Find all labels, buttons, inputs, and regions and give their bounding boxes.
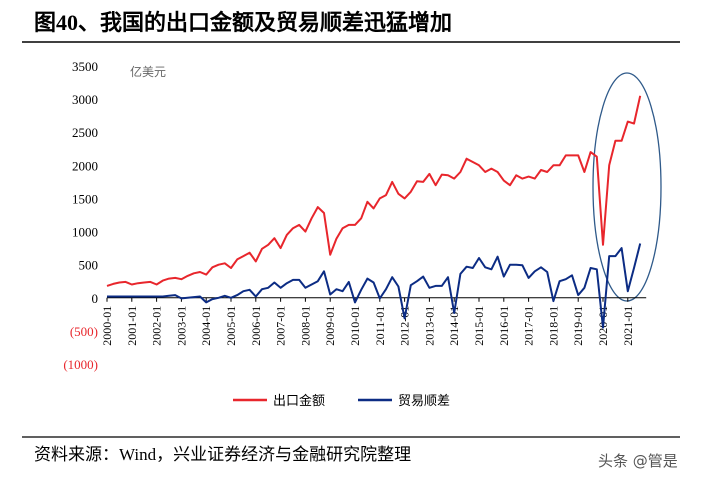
y-tick-label: (500) (70, 324, 98, 339)
y-tick-label: 2000 (72, 158, 98, 173)
x-tick-label: 2018-01 (546, 306, 560, 346)
source-note: 资料来源：Wind，兴业证券经济与金融研究院整理 (34, 445, 411, 464)
x-tick-label: 2003-01 (174, 306, 188, 346)
chart-title: 图40、我国的出口金额及贸易顺差迅猛增加 (34, 10, 452, 35)
highlight-ellipse (592, 72, 662, 302)
x-tick-label: 2002-01 (150, 306, 164, 346)
x-tick-label: 2014-01 (447, 306, 461, 346)
x-tick-label: 2006-01 (249, 306, 263, 346)
y-tick-label: 1000 (72, 225, 98, 240)
y-tick-label: (1000) (63, 357, 98, 372)
x-tick-label: 2005-01 (224, 306, 238, 346)
watermark: 头条 @管是 (598, 452, 678, 470)
x-tick-label: 2021-01 (621, 306, 635, 346)
y-tick-label: 500 (79, 258, 99, 273)
x-tick-label: 2010-01 (348, 306, 362, 346)
x-tick-label: 2009-01 (323, 306, 337, 346)
legend-label: 出口金额 (273, 393, 325, 408)
x-tick-label: 2007-01 (274, 306, 288, 346)
y-tick-label: 0 (92, 291, 99, 306)
x-tick-label: 2004-01 (199, 306, 213, 346)
x-tick-label: 2008-01 (298, 306, 312, 346)
x-tick-label: 2016-01 (497, 306, 511, 346)
series-line (106, 95, 642, 287)
x-tick-label: 2013-01 (422, 306, 436, 346)
x-tick-label: 2015-01 (472, 306, 486, 346)
y-tick-label: 1500 (72, 191, 98, 206)
x-tick-label: 2001-01 (125, 306, 139, 346)
y-tick-label: 3500 (72, 59, 98, 74)
x-tick-label: 2017-01 (522, 306, 536, 346)
x-tick-label: 2012-01 (398, 306, 412, 346)
y-tick-label: 2500 (72, 125, 98, 140)
legend-label: 贸易顺差 (398, 393, 450, 408)
series-line (107, 243, 642, 329)
unit-label: 亿美元 (130, 64, 166, 79)
x-tick-label: 2000-01 (100, 306, 114, 346)
x-tick-label: 2019-01 (571, 306, 585, 346)
y-tick-label: 3000 (72, 92, 98, 107)
x-tick-label: 2011-01 (373, 306, 387, 346)
